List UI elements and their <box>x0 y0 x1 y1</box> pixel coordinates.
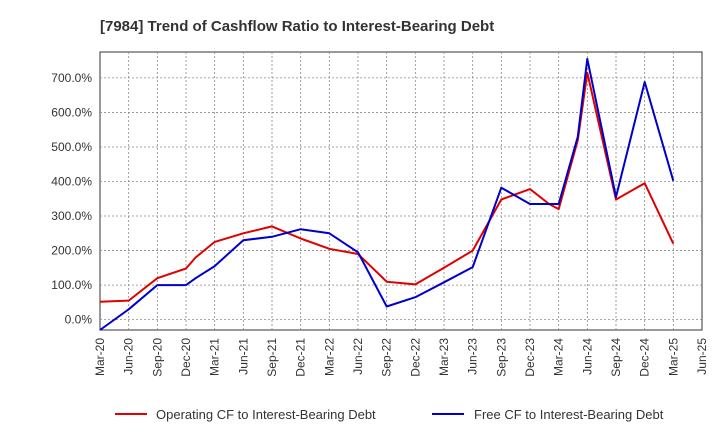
plot-frame <box>99 51 703 331</box>
series-layer <box>99 57 675 331</box>
x-tick-label: Dec-22 <box>408 338 422 377</box>
x-tick-label: Sep-23 <box>494 338 508 377</box>
x-tick-label: Jun-24 <box>580 338 594 375</box>
plot-area <box>99 51 703 331</box>
chart-title: [7984] Trend of Cashflow Ratio to Intere… <box>100 18 494 35</box>
y-tick-label: 200.0% <box>51 244 92 258</box>
y-axis: 0.0% 100.0% 200.0% 300.0% 400.0% 500.0% 600.0%… <box>51 71 92 327</box>
x-tick-label: Dec-21 <box>294 338 308 377</box>
x-tick-label: Mar-25 <box>666 338 680 376</box>
x-axis: Mar-20 Jun-20 Sep-20 Dec-20 Mar-21 Jun-21 Sep-… <box>93 338 709 377</box>
x-tick-label: Sep-20 <box>150 338 164 377</box>
x-tick-label: Dec-20 <box>179 338 193 377</box>
x-tick-label: Jun-21 <box>236 338 250 375</box>
x-tick-label: Sep-24 <box>609 338 623 377</box>
x-tick-label: Jun-22 <box>351 338 365 375</box>
y-tick-label: 500.0% <box>51 140 92 154</box>
x-tick-label: Dec-23 <box>523 338 537 377</box>
legend: Operating CF to Interest-Bearing Debt Fre… <box>115 407 664 422</box>
y-tick-label: 700.0% <box>51 71 92 85</box>
y-tick-label: 0.0% <box>65 313 93 327</box>
x-tick-label: Jun-23 <box>466 338 480 375</box>
x-tick-label: Mar-22 <box>322 338 336 376</box>
x-tick-label: Jun-20 <box>122 338 136 375</box>
grid-layer <box>100 52 702 330</box>
x-tick-label: Mar-20 <box>93 338 107 376</box>
x-tick-label: Sep-22 <box>380 338 394 377</box>
x-tick-label: Mar-23 <box>437 338 451 376</box>
x-tick-label: Dec-24 <box>638 338 652 377</box>
legend-label-free-cf: Free CF to Interest-Bearing Debt <box>474 407 664 422</box>
x-tick-label: Jun-25 <box>695 338 709 375</box>
y-tick-label: 300.0% <box>51 209 92 223</box>
x-tick-label: Mar-24 <box>552 338 566 376</box>
y-tick-label: 100.0% <box>51 278 92 292</box>
legend-label-operating-cf: Operating CF to Interest-Bearing Debt <box>156 407 376 422</box>
series-line-free-cf <box>99 57 675 331</box>
x-tick-label: Mar-21 <box>208 338 222 376</box>
x-tick-label: Sep-21 <box>265 338 279 377</box>
y-tick-label: 600.0% <box>51 105 92 119</box>
y-tick-label: 400.0% <box>51 175 92 189</box>
